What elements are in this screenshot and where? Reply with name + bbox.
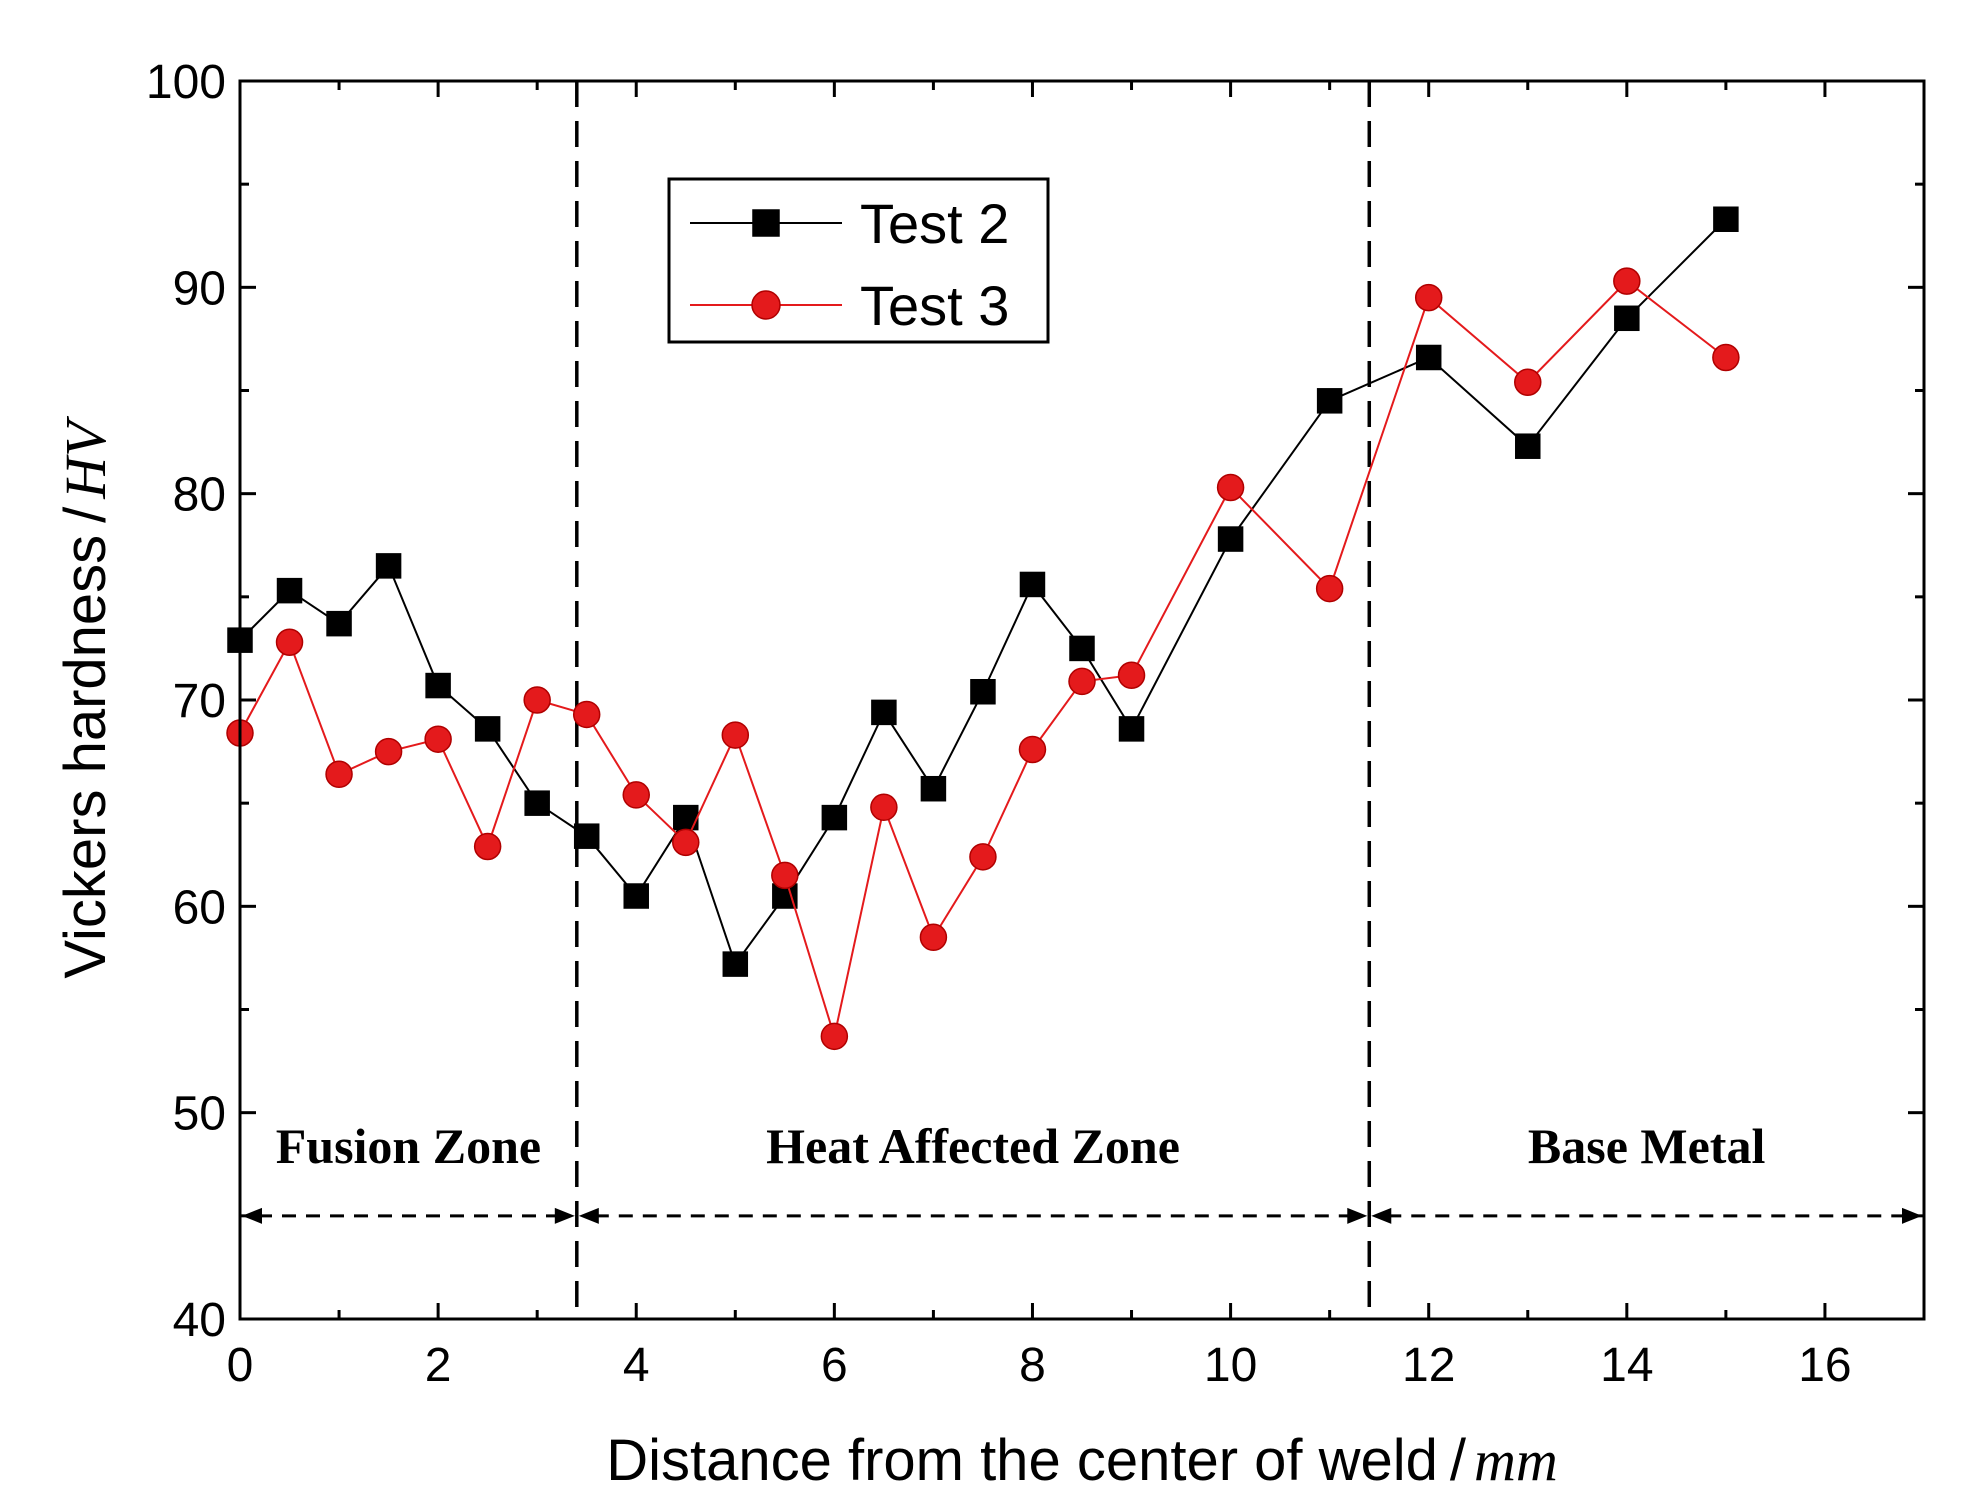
y-axis-slash: / bbox=[53, 506, 118, 523]
data-point bbox=[920, 775, 947, 802]
series-line bbox=[239, 279, 1727, 1041]
x-tick-label: 8 bbox=[1019, 1339, 1046, 1392]
data-point bbox=[1614, 305, 1640, 332]
x-tick-label: 14 bbox=[1600, 1339, 1653, 1392]
data-point bbox=[1316, 388, 1343, 414]
data-point bbox=[1068, 667, 1096, 696]
data-point bbox=[1069, 635, 1095, 662]
legend-marker bbox=[752, 209, 780, 237]
data-point bbox=[969, 843, 997, 871]
data-point bbox=[870, 793, 898, 822]
x-tick-label: 4 bbox=[623, 1339, 650, 1392]
legend-box bbox=[667, 177, 1050, 344]
data-point bbox=[1216, 473, 1245, 502]
zone-arrow-head-right bbox=[554, 1207, 575, 1224]
data-point bbox=[622, 781, 650, 809]
data-point bbox=[820, 1022, 849, 1051]
x-tick-label: 10 bbox=[1204, 1339, 1257, 1392]
y-tick-label: 90 bbox=[173, 262, 226, 315]
zone-arrow-head-right bbox=[1902, 1207, 1922, 1224]
data-point bbox=[573, 823, 600, 849]
data-point bbox=[374, 737, 403, 766]
y-tick-label: 40 bbox=[173, 1294, 226, 1347]
data-point bbox=[1415, 344, 1442, 371]
data-point bbox=[1515, 433, 1541, 459]
zone-layer: Fusion Zone Heat Affected Zone Base Metal bbox=[242, 81, 1922, 1319]
data-point bbox=[1018, 735, 1047, 764]
zone-arrow-head-right bbox=[1347, 1207, 1368, 1224]
x-tick-label: 2 bbox=[425, 1339, 452, 1392]
data-point bbox=[325, 760, 353, 789]
data-point bbox=[474, 716, 501, 742]
data-point bbox=[524, 790, 550, 816]
series-test-2 bbox=[227, 206, 1739, 977]
data-point bbox=[771, 861, 799, 890]
y-axis-unit: HV bbox=[53, 415, 118, 500]
data-point bbox=[275, 628, 304, 656]
data-point bbox=[821, 804, 848, 831]
data-point bbox=[970, 678, 996, 705]
data-point bbox=[1019, 571, 1046, 598]
data-point bbox=[721, 721, 750, 749]
data-point bbox=[1217, 526, 1244, 552]
zone-arrow-head-left bbox=[1371, 1207, 1392, 1224]
y-axis-label: Vickers hardness bbox=[53, 535, 118, 979]
data-point bbox=[722, 951, 749, 977]
legend-label: Test 2 bbox=[860, 192, 1009, 255]
data-point bbox=[276, 577, 303, 604]
zone-arrow-head-left bbox=[242, 1207, 262, 1224]
data-point bbox=[1713, 206, 1739, 232]
data-point bbox=[523, 686, 551, 714]
series-layer bbox=[226, 206, 1740, 1051]
y-tick-label: 50 bbox=[173, 1088, 226, 1141]
data-point bbox=[1712, 343, 1740, 372]
y-tick-label: 100 bbox=[146, 56, 226, 109]
x-tick-label: 12 bbox=[1402, 1339, 1455, 1392]
data-point bbox=[326, 610, 352, 637]
zone-arrow-head-left bbox=[578, 1207, 599, 1224]
zone-label: Base Metal bbox=[1528, 1118, 1766, 1174]
y-tick-label: 70 bbox=[173, 675, 226, 728]
data-point bbox=[672, 828, 700, 857]
axes-layer: 0 2 4 6 8 10 12 14 16 40 50 60 70 80 90 100 Distance fro… bbox=[53, 56, 1924, 1493]
data-point bbox=[1613, 267, 1641, 295]
y-tick-label: 80 bbox=[173, 469, 226, 522]
legend-marker bbox=[751, 290, 781, 320]
y-axis-title: Vickers hardness / HV bbox=[53, 415, 118, 979]
data-point bbox=[623, 883, 649, 909]
data-point bbox=[919, 923, 948, 952]
data-point bbox=[572, 700, 601, 729]
data-point bbox=[1117, 661, 1146, 689]
data-point bbox=[425, 672, 451, 699]
x-axis-title: Distance from the center of weld / mm bbox=[606, 1428, 1558, 1493]
data-point bbox=[871, 699, 897, 726]
series-test-3 bbox=[226, 267, 1740, 1051]
legend-label: Test 3 bbox=[860, 274, 1009, 337]
x-tick-label: 6 bbox=[821, 1339, 848, 1392]
data-point bbox=[375, 553, 402, 579]
x-tick-label: 16 bbox=[1798, 1339, 1851, 1392]
x-axis-label: Distance from the center of weld bbox=[606, 1428, 1438, 1493]
y-tick-label: 60 bbox=[173, 881, 226, 934]
legend: Test 2 Test 3 bbox=[667, 177, 1050, 344]
zone-label: Fusion Zone bbox=[276, 1118, 541, 1174]
data-point bbox=[473, 832, 502, 861]
data-point bbox=[1315, 574, 1344, 603]
data-point bbox=[1514, 368, 1542, 396]
x-tick-label: 0 bbox=[227, 1339, 254, 1392]
zone-label: Heat Affected Zone bbox=[766, 1118, 1180, 1174]
x-axis-slash: / bbox=[1450, 1428, 1467, 1493]
data-point bbox=[1414, 283, 1443, 312]
data-point bbox=[424, 725, 452, 753]
x-axis-unit: mm bbox=[1474, 1428, 1558, 1493]
data-point bbox=[1118, 716, 1145, 742]
